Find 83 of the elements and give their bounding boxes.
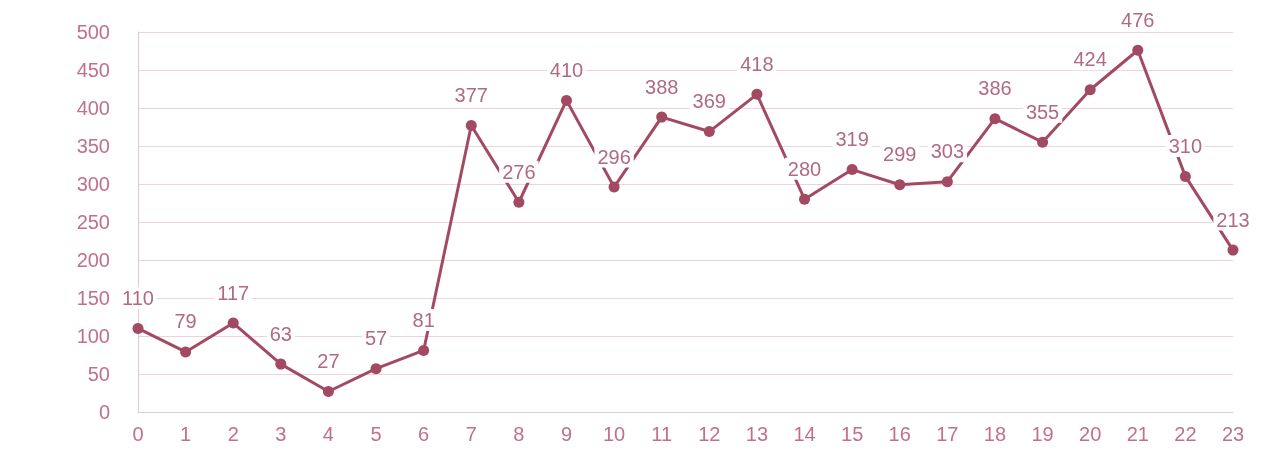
- y-tick-label: 150: [76, 287, 110, 309]
- point: [799, 193, 811, 205]
- point: [989, 113, 1001, 125]
- point: [180, 346, 192, 358]
- data-label: 424: [1073, 48, 1107, 71]
- data-label: 280: [787, 157, 822, 180]
- x-tick-label: 0: [132, 423, 144, 445]
- point: [1084, 84, 1096, 96]
- point: [894, 179, 906, 191]
- x-tick-label: 7: [465, 423, 477, 445]
- data-label: 386: [978, 77, 1012, 100]
- point: [656, 111, 668, 123]
- data-label: 117: [217, 281, 250, 304]
- y-tick-label: 250: [76, 211, 110, 233]
- x-tick-label: 8: [513, 423, 525, 445]
- x-tick-label: 6: [418, 423, 430, 445]
- data-label: 319: [835, 128, 869, 151]
- data-label: 410: [549, 58, 584, 81]
- data-label: 418: [740, 52, 774, 75]
- y-tick-label: 500: [76, 21, 110, 43]
- data-label: 310: [1168, 134, 1203, 157]
- point: [322, 385, 334, 397]
- x-tick-label: 23: [1221, 423, 1245, 445]
- data-label: 355: [1025, 100, 1060, 123]
- x-tick-label: 4: [322, 423, 334, 445]
- x-tick-label: 19: [1031, 423, 1054, 445]
- point: [560, 94, 572, 106]
- x-tick-label: 12: [698, 423, 721, 445]
- data-label: 63: [269, 322, 292, 345]
- y-tick-label: 50: [87, 363, 110, 385]
- y-tick-label: 450: [76, 59, 110, 81]
- x-tick-label: 3: [275, 423, 287, 445]
- data-label: 27: [317, 349, 340, 372]
- point: [465, 119, 477, 131]
- x-tick-label: 16: [888, 423, 911, 445]
- x-tick-label: 17: [936, 423, 959, 445]
- x-tick-label: 18: [983, 423, 1007, 445]
- y-tick-label: 200: [76, 249, 110, 271]
- point: [941, 176, 953, 188]
- x-tick-label: 21: [1126, 423, 1149, 445]
- data-label: 388: [645, 75, 679, 98]
- point: [1179, 170, 1191, 182]
- x-tick-label: 5: [370, 423, 382, 445]
- point: [751, 88, 763, 100]
- data-label: 476: [1121, 8, 1155, 31]
- data-label: 303: [930, 140, 965, 163]
- point: [370, 363, 382, 375]
- x-tick-label: 14: [793, 423, 816, 445]
- point: [513, 196, 525, 208]
- point: [227, 317, 239, 329]
- data-label: 369: [692, 90, 726, 113]
- x-tick-label: 9: [560, 423, 573, 445]
- x-tick-label: 10: [602, 423, 626, 445]
- y-tick-label: 100: [76, 325, 110, 347]
- point: [846, 164, 858, 176]
- point: [703, 126, 715, 138]
- data-label: 299: [883, 143, 917, 166]
- x-tick-label: 1: [180, 423, 192, 445]
- data-label: 377: [454, 83, 488, 106]
- data-label: 296: [597, 145, 631, 168]
- data-label: 213: [1216, 208, 1250, 231]
- y-tick-label: 300: [76, 173, 110, 195]
- point: [1037, 136, 1049, 148]
- data-label: 110: [122, 286, 154, 309]
- point: [418, 344, 430, 356]
- x-tick-label: 15: [841, 423, 864, 445]
- y-tick-label: 350: [76, 135, 110, 157]
- data-label: 57: [364, 327, 388, 350]
- x-tick-label: 22: [1174, 423, 1197, 445]
- point: [275, 358, 287, 370]
- point: [608, 181, 620, 193]
- point: [1227, 244, 1239, 256]
- point: [1132, 44, 1144, 56]
- x-tick-label: 13: [745, 423, 769, 445]
- data-label: 81: [412, 308, 435, 331]
- data-label: 79: [174, 310, 197, 333]
- x-tick-label: 20: [1079, 423, 1102, 445]
- data-label: 276: [502, 160, 536, 183]
- x-tick-label: 2: [227, 423, 239, 445]
- y-tick-label: 0: [98, 401, 110, 423]
- x-tick-label: 11: [651, 423, 673, 445]
- y-tick-label: 400: [76, 97, 110, 119]
- point: [132, 322, 144, 334]
